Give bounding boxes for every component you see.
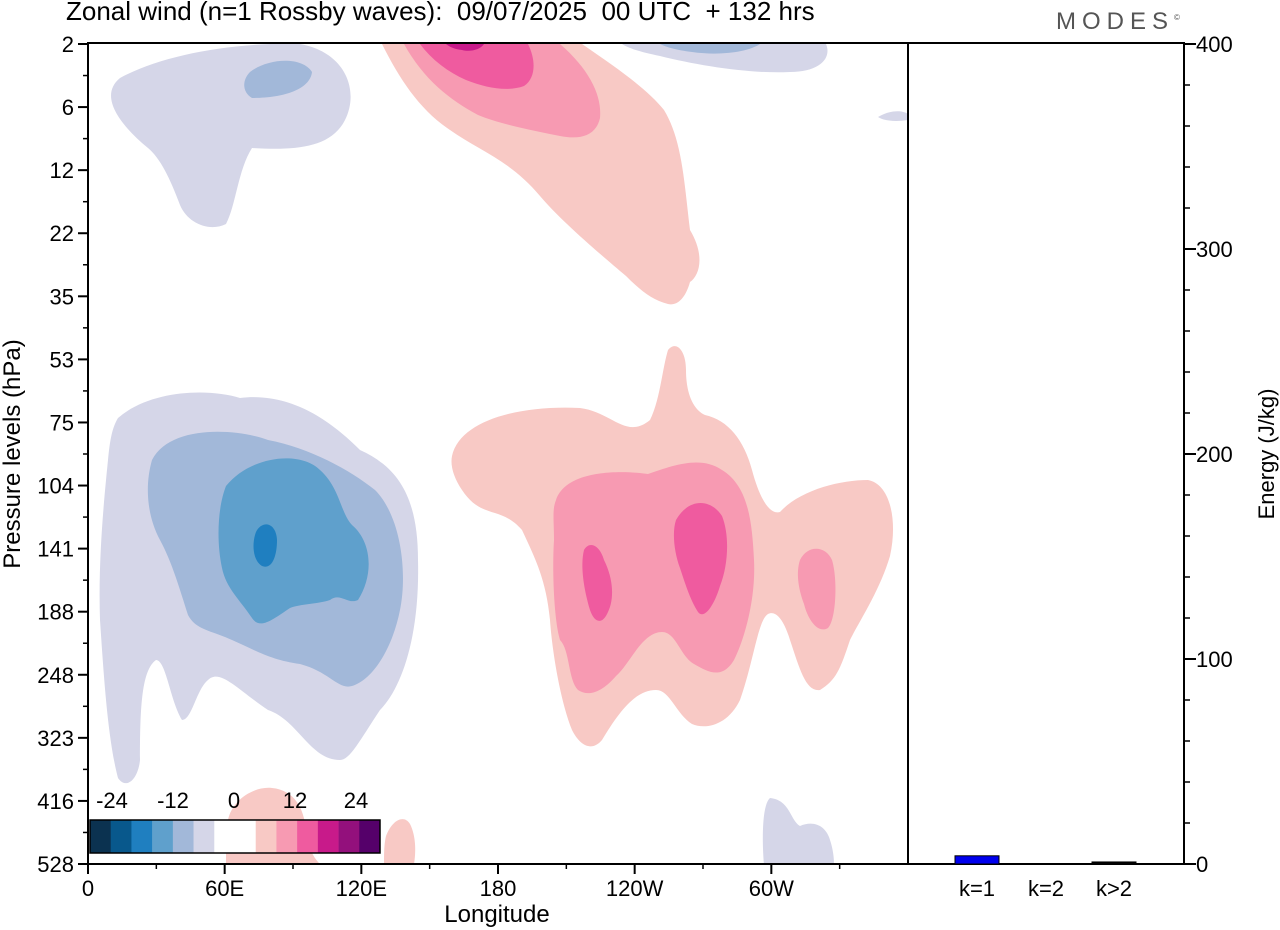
colorbar-swatch: [152, 820, 174, 853]
brand-copyright: ©: [1174, 13, 1180, 22]
contour-neg-sliver: [878, 111, 908, 121]
pressure-tick-label: 75: [50, 410, 74, 435]
longitude-tick-label: 120W: [606, 876, 664, 901]
contour-neg-lower-inner: [218, 458, 369, 624]
energy-tick-label: 400: [1196, 32, 1233, 57]
colorbar-swatch: [131, 820, 153, 853]
longitude-axis: 0 60E 120E 180 120W 60W: [82, 864, 841, 901]
colorbar-label: 0: [228, 788, 240, 813]
colorbar-swatch: [297, 820, 319, 853]
energy-tick-label: 300: [1196, 237, 1233, 262]
colorbar-labels: -24 -12 0 12 24: [96, 788, 368, 813]
contour-pos-lower-east: [797, 548, 836, 630]
energy-tick-label: 200: [1196, 442, 1233, 467]
colorbar-swatch: [110, 820, 132, 853]
pressure-tick-label: 323: [37, 726, 74, 751]
pressure-tick-label: 6: [62, 95, 74, 120]
colorbar-swatch: [255, 820, 277, 853]
contour-field: [99, 43, 908, 864]
contour-pos-upper-core: [446, 44, 484, 51]
y-axis-title: Pressure levels (hPa): [0, 339, 26, 568]
energy-panel-frame: [907, 42, 1185, 865]
pressure-tick-label: 22: [50, 221, 74, 246]
contour-neg-bottom: [762, 798, 834, 864]
chart-title: Zonal wind (n=1 Rossby waves): 09/07/202…: [66, 0, 815, 26]
contour-pos-lower-inner1: [582, 545, 613, 621]
energy-tick-label: 100: [1196, 647, 1233, 672]
colorbar-swatch: [193, 820, 215, 853]
energy-axis-title: Energy (J/kg): [1254, 389, 1279, 520]
contour-pos-upper-outer: [382, 44, 700, 305]
colorbar-swatch: [214, 820, 236, 853]
longitude-tick-label: 0: [82, 876, 94, 901]
colorbar-swatch: [90, 820, 112, 853]
x-axis-title: Longitude: [444, 901, 549, 928]
energy-category-label: k>2: [1096, 876, 1132, 901]
pressure-tick-label: 188: [37, 600, 74, 625]
energy-axis: 0 100 200 300 400: [1184, 32, 1233, 877]
pressure-tick-label: 12: [50, 158, 74, 183]
colorbar-label: -24: [96, 788, 128, 813]
pressure-tick-label: 141: [37, 537, 74, 562]
energy-category-label: k=2: [1028, 876, 1064, 901]
energy-bars: k=1 k=2 k>2: [954, 855, 1137, 901]
colorbar-label: 12: [283, 788, 307, 813]
colorbar-swatch: [235, 820, 257, 853]
energy-bar: [954, 855, 1000, 865]
contour-pos-bottom-mid: [384, 819, 416, 864]
colorbar-frame: [89, 819, 381, 854]
longitude-tick-label: 60W: [749, 876, 794, 901]
contour-neg-upper-inner: [244, 60, 312, 98]
colorbar-label: 24: [344, 788, 368, 813]
colorbar-swatch: [172, 820, 194, 853]
contour-neg-lower-core: [253, 524, 277, 567]
colorbar-swatch: [338, 820, 360, 853]
pressure-tick-label: 35: [50, 284, 74, 309]
colorbar-swatch: [276, 820, 298, 853]
colorbar-swatch: [317, 820, 339, 853]
pressure-tick-label: 2: [62, 32, 74, 57]
energy-tick-label: 0: [1196, 852, 1208, 877]
brand-logo: MODES©: [1056, 8, 1180, 36]
longitude-tick-label: 60E: [205, 876, 244, 901]
brand-text: MODES: [1056, 8, 1175, 35]
pressure-tick-label: 528: [37, 852, 74, 877]
pressure-axis: 2 6 12 22 35 53 75 104 141 188 248 323 416 528: [37, 32, 88, 877]
contour-pos-lower-inner2: [673, 503, 728, 615]
pressure-tick-label: 416: [37, 789, 74, 814]
pressure-tick-label: 104: [37, 474, 74, 499]
pressure-tick-label: 53: [50, 347, 74, 372]
contour-neg-top-right-inner: [660, 44, 760, 54]
longitude-tick-label: 180: [480, 876, 517, 901]
energy-bar: [1091, 861, 1137, 865]
energy-category-label: k=1: [959, 876, 995, 901]
colorbar-swatch: [359, 820, 381, 853]
longitude-tick-label: 120E: [336, 876, 387, 901]
pressure-tick-label: 248: [37, 663, 74, 688]
colorbar-label: -12: [157, 788, 189, 813]
contour-neg-upper-outer: [111, 43, 351, 228]
contour-neg-top-right: [622, 44, 828, 73]
contour-pos-upper-inner: [420, 44, 534, 89]
colorbar: [89, 819, 381, 854]
